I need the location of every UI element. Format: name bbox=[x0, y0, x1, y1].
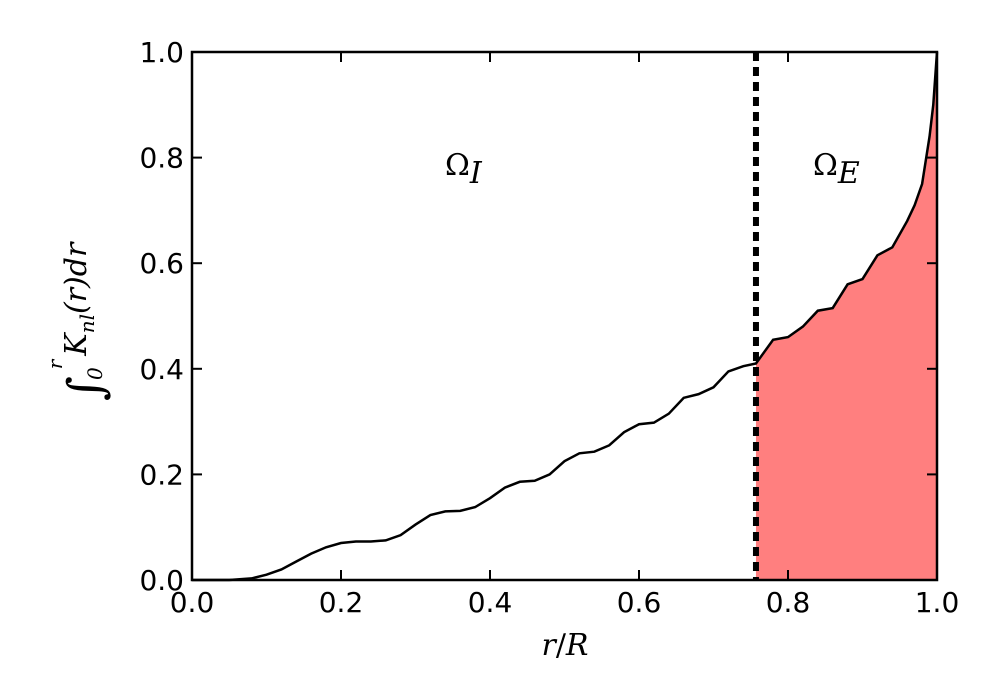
x-tick-label: 0.4 bbox=[468, 586, 513, 619]
y-axis-label: ∫0 rKnl(r)dr bbox=[43, 241, 114, 401]
data-line bbox=[192, 51, 939, 582]
y-tick-label: 0.6 bbox=[139, 247, 184, 280]
x-tick-label: 0.2 bbox=[319, 586, 364, 619]
x-label-den: R bbox=[565, 628, 589, 663]
y-tick-label: 0.8 bbox=[139, 142, 184, 175]
y-label-body: K bbox=[59, 332, 94, 357]
y-label-integral: ∫ bbox=[58, 376, 114, 401]
region-symbol: Ω bbox=[445, 148, 470, 183]
y-tick-label: 0.4 bbox=[139, 353, 184, 386]
y-label-sub: nl bbox=[75, 314, 99, 333]
y-label-expression: ∫0 rKnl(r)dr bbox=[43, 241, 114, 401]
x-axis-label: r/R bbox=[541, 628, 588, 663]
region-label: ΩI bbox=[445, 148, 483, 191]
y-tick-label: 0.0 bbox=[139, 564, 184, 597]
region-symbol: Ω bbox=[813, 148, 838, 183]
region-subscript: E bbox=[837, 156, 860, 191]
x-tick-label: 0.8 bbox=[766, 586, 811, 619]
x-tick-label: 1.0 bbox=[915, 586, 960, 619]
region-label: ΩE bbox=[813, 148, 860, 191]
y-tick-label: 1.0 bbox=[139, 36, 184, 69]
filled-region bbox=[755, 52, 937, 580]
x-label-slash: / bbox=[556, 628, 567, 663]
y-tick-label: 0.2 bbox=[139, 458, 184, 491]
x-label-var: r bbox=[541, 628, 557, 663]
y-label-upper: r bbox=[43, 358, 67, 369]
x-tick-label: 0.6 bbox=[617, 586, 662, 619]
region-subscript: I bbox=[469, 156, 483, 191]
x-tick-label: 0.0 bbox=[170, 586, 215, 619]
y-label-lower: 0 bbox=[83, 367, 107, 380]
y-label-rest: (r)dr bbox=[59, 241, 94, 314]
plot-frame bbox=[190, 50, 939, 582]
